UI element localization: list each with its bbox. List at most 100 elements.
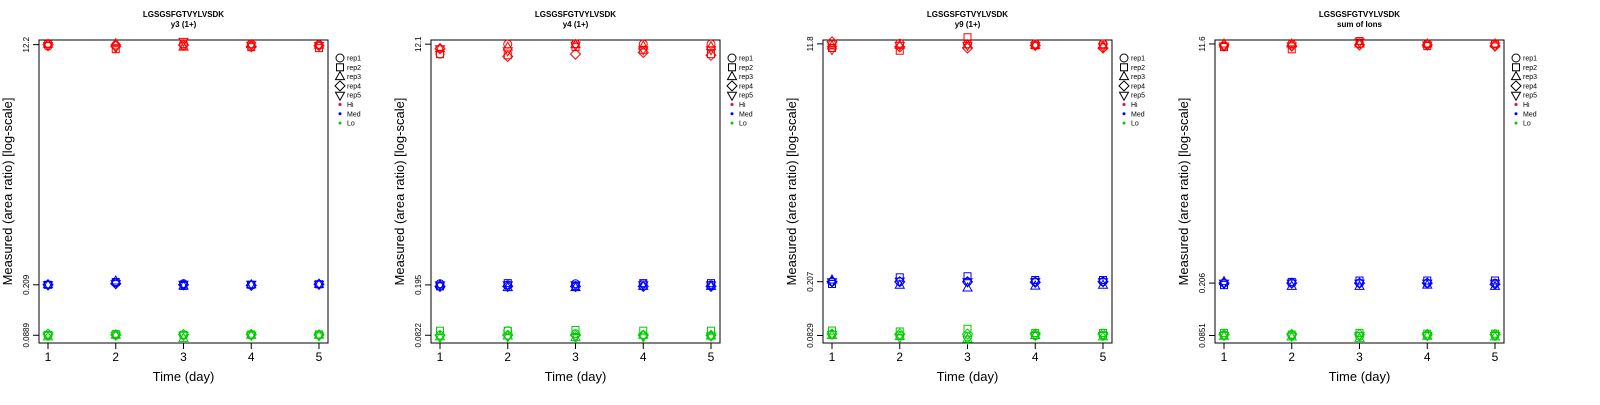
data-point-hi — [637, 46, 649, 56]
data-point-hi — [1029, 41, 1041, 52]
legend-label: rep3 — [1131, 74, 1145, 81]
data-point-lo — [1489, 332, 1501, 342]
data-point-hi — [826, 46, 838, 56]
x-tick-label: 3 — [1356, 350, 1363, 364]
data-point-hi — [962, 41, 973, 52]
data-point-hi — [313, 42, 325, 52]
data-point-med — [42, 278, 54, 289]
legend-symbol — [1510, 70, 1522, 81]
data-point-hi — [42, 38, 54, 48]
chart-subtitle: y9 (1+) — [955, 20, 981, 29]
data-point-lo — [502, 330, 514, 340]
legend-label: Lo — [1131, 121, 1139, 128]
legend-symbol — [1510, 80, 1522, 92]
legend-symbol — [1122, 103, 1126, 106]
legend-symbol — [1122, 121, 1126, 125]
legend-label: rep5 — [1523, 93, 1537, 100]
legend-symbol — [1512, 63, 1520, 72]
legend-symbol — [1118, 70, 1130, 81]
y-tick-label: 11.8 — [806, 36, 815, 52]
data-point-hi — [313, 39, 325, 49]
x-tick-label: 3 — [572, 350, 579, 364]
legend-symbol — [1514, 121, 1518, 125]
legend-symbol — [338, 112, 342, 116]
data-point-lo — [705, 330, 717, 340]
legend-label: rep2 — [739, 65, 753, 72]
data-point-med — [894, 277, 906, 288]
data-point-hi — [569, 48, 582, 60]
data-point-lo — [707, 326, 715, 335]
x-tick-label: 1 — [437, 350, 444, 364]
data-point-med — [962, 278, 973, 288]
legend-label: Med — [347, 111, 361, 118]
data-point-med — [110, 274, 122, 285]
y-tick-label: 12.2 — [22, 36, 31, 52]
x-tick-label: 4 — [1424, 350, 1431, 364]
data-point-lo — [245, 329, 257, 339]
data-point-lo — [434, 329, 446, 341]
data-point-hi — [1218, 42, 1230, 53]
data-point-med — [637, 281, 649, 291]
legend-label: Lo — [1523, 121, 1531, 128]
data-point-med — [178, 280, 189, 291]
data-point-med — [1286, 279, 1298, 290]
legend-symbol — [1514, 103, 1518, 106]
legend-label: Hi — [347, 102, 354, 109]
data-point-lo — [313, 329, 325, 339]
data-point-hi — [178, 37, 189, 48]
data-point-hi — [436, 50, 444, 59]
data-point-lo — [570, 334, 581, 344]
data-point-hi — [1421, 37, 1433, 48]
legend-label: Hi — [1131, 102, 1138, 109]
legend-symbol — [334, 80, 346, 92]
y-axis-label: Measured (area ratio) [log-scale] — [0, 98, 15, 286]
legend-label: rep4 — [1131, 83, 1145, 90]
y-axis-label: Measured (area ratio) [log-scale] — [392, 98, 407, 286]
x-tick-label: 5 — [316, 350, 323, 364]
data-point-med — [313, 280, 325, 291]
y-tick-label: 12.1 — [414, 36, 423, 52]
legend-label: rep1 — [739, 56, 753, 63]
legend-label: Med — [1131, 111, 1145, 118]
data-point-lo — [705, 332, 717, 343]
y-axis-label: Measured (area ratio) [log-scale] — [784, 98, 799, 286]
legend-label: rep3 — [347, 74, 361, 81]
legend-symbol — [730, 121, 734, 125]
data-point-lo — [1029, 332, 1041, 342]
data-point-hi — [1421, 41, 1433, 52]
plot-frame — [1214, 39, 1505, 344]
x-tick-label: 5 — [708, 350, 715, 364]
data-point-lo — [1097, 332, 1109, 342]
y-tick-label: 0.0829 — [806, 323, 815, 348]
data-point-hi — [245, 41, 257, 52]
legend-symbol — [338, 121, 342, 125]
data-point-lo — [963, 324, 972, 333]
data-point-med — [502, 281, 514, 291]
chart-subtitle: sum of Ions — [1337, 20, 1382, 29]
x-tick-label: 2 — [1288, 350, 1295, 364]
y-tick-label: 11.6 — [1198, 36, 1207, 52]
x-tick-label: 4 — [248, 350, 255, 364]
data-point-med — [110, 280, 122, 290]
data-point-hi — [1287, 45, 1296, 54]
data-point-hi — [895, 46, 904, 55]
data-point-med — [963, 272, 972, 281]
data-point-hi — [502, 47, 514, 57]
legend-symbol — [727, 53, 737, 63]
data-point-hi — [434, 45, 446, 55]
data-point-hi — [1489, 42, 1501, 53]
data-point-med — [245, 278, 257, 289]
legend-label: rep2 — [347, 65, 361, 72]
data-point-lo — [502, 333, 514, 343]
legend-label: rep3 — [1523, 74, 1537, 81]
data-point-lo — [1354, 332, 1365, 342]
legend-label: Hi — [1523, 102, 1530, 109]
legend-label: rep5 — [347, 93, 361, 100]
data-point-lo — [894, 328, 906, 340]
x-tick-label: 3 — [964, 350, 971, 364]
data-point-med — [826, 278, 838, 288]
